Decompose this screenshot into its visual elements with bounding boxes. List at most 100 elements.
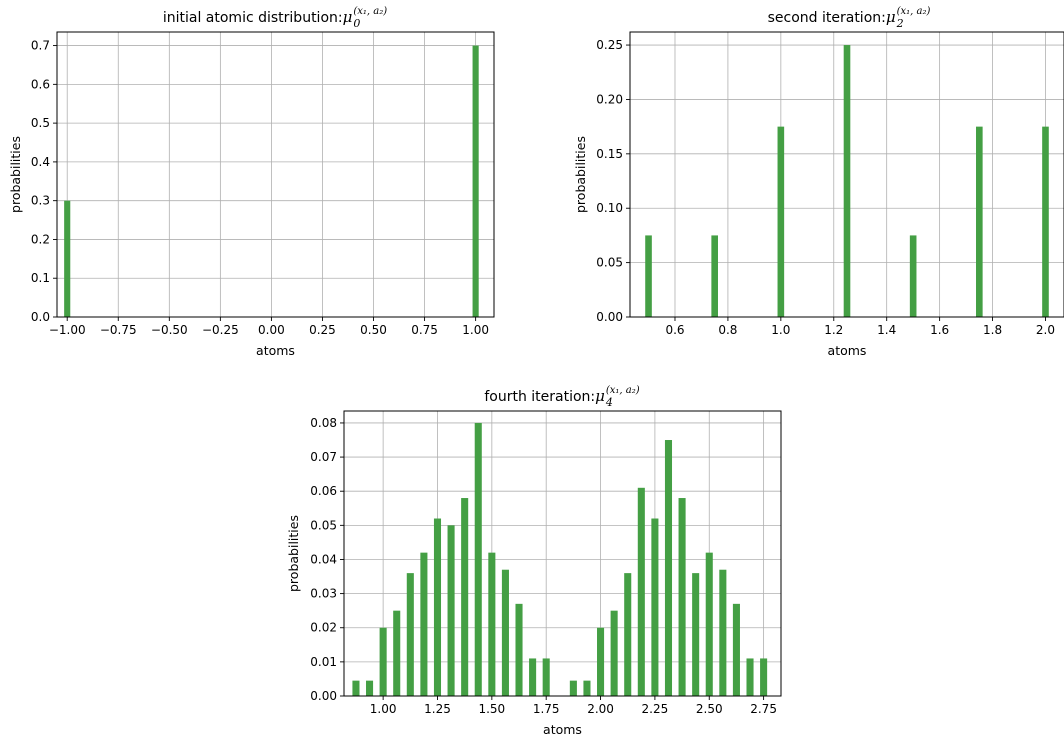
plot-area — [57, 32, 494, 317]
bar — [637, 487, 645, 696]
y-tick-label: 0.6 — [31, 77, 50, 91]
y-tick-label: 0.5 — [31, 116, 50, 130]
y-tick-label: 0.04 — [310, 552, 337, 566]
bar — [379, 627, 387, 696]
y-tick-label: 0.3 — [31, 194, 50, 208]
bar — [406, 573, 414, 696]
bar — [597, 627, 605, 696]
y-tick-label: 0.25 — [596, 38, 623, 52]
chart-title: second iteration: μ 2(x₁, a₂) — [768, 6, 931, 30]
bar — [909, 235, 917, 317]
bar — [501, 569, 509, 696]
axes-frame — [56, 31, 495, 318]
x-axis-label: atoms — [828, 343, 867, 358]
bar — [610, 610, 618, 696]
chart-title: fourth iteration: μ 4(x₁, a₂) — [484, 385, 639, 409]
y-tick-label: 0.08 — [310, 416, 337, 430]
bar — [705, 552, 713, 696]
title-text: second iteration: — [768, 10, 886, 26]
x-tick-label: 2.75 — [750, 702, 777, 716]
bar — [472, 45, 479, 317]
y-tick-label: 0.00 — [596, 310, 623, 324]
bar — [692, 573, 700, 696]
title-subscript: 2 — [896, 17, 904, 30]
axes-frame — [629, 31, 1064, 318]
x-tick-label: 0.8 — [718, 323, 737, 337]
x-tick-label: 2.00 — [587, 702, 614, 716]
bar — [645, 235, 652, 317]
y-tick-label: 0.20 — [596, 92, 623, 106]
bar — [515, 603, 523, 696]
bar — [760, 658, 768, 696]
x-tick-label: −0.25 — [202, 323, 239, 337]
x-axis-label: atoms — [543, 722, 582, 737]
bar — [583, 680, 591, 696]
bar — [366, 680, 374, 696]
bar — [474, 422, 482, 696]
x-tick-label: 2.0 — [1036, 323, 1055, 337]
x-tick-label: −1.00 — [49, 323, 86, 337]
bar — [64, 200, 71, 317]
bar — [664, 440, 673, 696]
bar — [732, 603, 740, 696]
title-superscript: (x₁, a₂) — [606, 385, 640, 396]
bar — [777, 126, 785, 317]
title-subscript: 0 — [353, 17, 360, 30]
y-tick-label: 0.02 — [310, 621, 337, 635]
x-tick-label: 0.6 — [665, 323, 684, 337]
bar — [976, 126, 983, 317]
y-tick-label: 0.7 — [31, 39, 50, 53]
bar — [569, 680, 577, 696]
x-axis-label: atoms — [256, 343, 295, 358]
y-tick-label: 0.07 — [310, 450, 337, 464]
chart-1: −1.00 −0.75 −0.50 −0.25 0.00 0.25 0.50 0.75 1.00… — [8, 6, 495, 358]
title-symbol: μ — [343, 8, 353, 26]
x-tick-label: 1.2 — [824, 323, 843, 337]
axes-frame — [343, 410, 782, 697]
bar — [1042, 126, 1049, 317]
chart-2: 0.6 0.8 1.0 1.2 1.4 1.6 1.8 2.0 0.00 0.05 0.10 0.15… — [573, 6, 1064, 358]
y-tick-label: 0.03 — [310, 587, 337, 601]
y-tick-label: 0.15 — [596, 147, 623, 161]
title-text: initial atomic distribution: — [163, 10, 343, 26]
bar — [843, 45, 851, 317]
bar — [542, 658, 550, 696]
x-tick-label: 1.00 — [462, 323, 489, 337]
y-tick-label: 0.1 — [31, 271, 50, 285]
y-tick-label: 0.06 — [310, 484, 337, 498]
x-tick-label: −0.75 — [100, 323, 137, 337]
y-tick-label: 0.0 — [31, 310, 50, 324]
chart-3: 1.00 1.25 1.50 1.75 2.00 2.25 2.50 2.75 0.00 0.01… — [286, 385, 782, 737]
bar — [529, 658, 537, 696]
title-text: fourth iteration: — [484, 389, 595, 405]
y-axis-label: probabilities — [573, 136, 588, 213]
bar — [433, 518, 442, 696]
x-tick-label: 2.25 — [642, 702, 669, 716]
x-tick-label: 0.25 — [309, 323, 336, 337]
bar — [711, 235, 718, 317]
bar — [461, 498, 469, 696]
title-symbol: μ — [595, 387, 605, 405]
y-tick-label: 0.00 — [310, 689, 337, 703]
bar — [488, 552, 496, 696]
y-tick-label: 0.05 — [596, 256, 623, 270]
bar — [678, 498, 686, 696]
x-tick-label: 1.0 — [771, 323, 790, 337]
title-superscript: (x₁, a₂) — [353, 6, 387, 17]
y-tick-label: 0.05 — [310, 518, 337, 532]
x-tick-label: 1.75 — [533, 702, 560, 716]
title-superscript: (x₁, a₂) — [897, 6, 931, 17]
bar — [447, 525, 455, 696]
y-tick-label: 0.10 — [596, 201, 623, 215]
x-tick-label: 2.50 — [696, 702, 723, 716]
bar — [624, 573, 632, 696]
bar — [719, 569, 727, 696]
y-axis-label: probabilities — [8, 136, 23, 213]
title-symbol: μ — [886, 8, 896, 26]
x-tick-label: −0.50 — [151, 323, 188, 337]
bar — [352, 680, 360, 696]
x-tick-label: 1.50 — [478, 702, 505, 716]
x-tick-label: 0.00 — [258, 323, 285, 337]
x-tick-label: 1.4 — [877, 323, 896, 337]
